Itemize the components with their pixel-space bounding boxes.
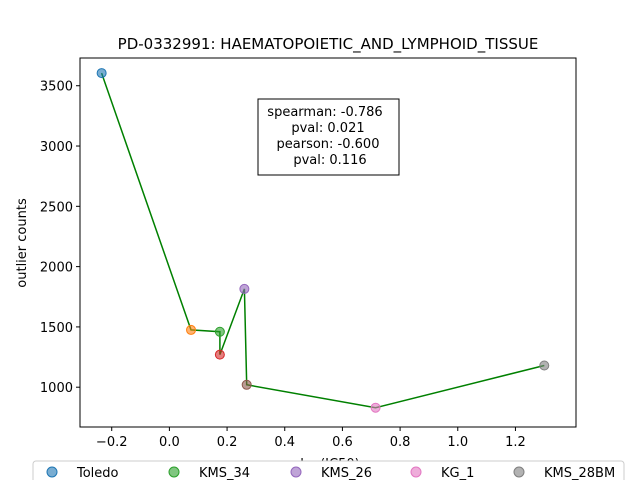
data-point bbox=[239, 283, 250, 294]
x-tick-label: −0.2 bbox=[96, 435, 128, 450]
y-tick-label: 1500 bbox=[40, 321, 73, 336]
y-tick-label: 2000 bbox=[40, 261, 73, 276]
spearman-text: spearman: -0.786 bbox=[267, 105, 382, 120]
chart-title: PD-0332991: HAEMATOPOIETIC_AND_LYMPHOID_… bbox=[118, 35, 539, 54]
axes-frame bbox=[79, 57, 577, 428]
y-tick-label: 1000 bbox=[40, 381, 73, 396]
stats-annotation: spearman: -0.786 pval: 0.021 pearson: -0… bbox=[257, 98, 400, 176]
legend-marker bbox=[410, 466, 422, 478]
data-point bbox=[539, 360, 550, 371]
data-point bbox=[214, 326, 225, 337]
pearson-pval-text: pval: 0.116 bbox=[293, 153, 366, 168]
pearson-text: pearson: -0.600 bbox=[277, 137, 380, 152]
legend-marker bbox=[46, 466, 58, 478]
annotation-frame bbox=[257, 98, 400, 176]
data-point bbox=[96, 68, 107, 79]
legend-label: KMS_28BM bbox=[544, 466, 615, 480]
x-tick-label: 0.8 bbox=[390, 435, 411, 450]
legend-label: KG_1 bbox=[441, 466, 474, 480]
y-axis-label: outlier counts bbox=[15, 198, 30, 288]
y-tick-label: 2500 bbox=[40, 200, 73, 215]
x-tick-label: 1.2 bbox=[505, 435, 526, 450]
x-tick-label: 0.2 bbox=[217, 435, 238, 450]
legend-frame bbox=[32, 460, 625, 480]
plot-area: −0.2 0.0 0.2 0.4 0.6 0.8 1.0 1.2 1000 1500 2000 250… bbox=[40, 57, 577, 450]
x-tick-label: 1.0 bbox=[447, 435, 468, 450]
legend-label: Toledo bbox=[76, 466, 119, 480]
data-point bbox=[186, 324, 197, 335]
x-tick-label: 0.6 bbox=[332, 435, 353, 450]
legend-label: KMS_26 bbox=[321, 466, 372, 480]
data-point bbox=[214, 349, 225, 360]
data-point bbox=[370, 402, 381, 413]
legend-marker bbox=[168, 466, 180, 478]
y-tick-label: 3500 bbox=[40, 80, 73, 95]
legend-marker bbox=[513, 466, 525, 478]
legend-marker bbox=[290, 466, 302, 478]
y-tick-label: 3000 bbox=[40, 140, 73, 155]
legend-label: KMS_34 bbox=[199, 466, 250, 480]
x-tick-label: 0.4 bbox=[274, 435, 295, 450]
x-tick-label: 0.0 bbox=[159, 435, 180, 450]
spearman-pval-text: pval: 0.021 bbox=[291, 121, 364, 136]
data-point bbox=[241, 379, 252, 390]
legend: Toledo KMS_34 KMS_26 KG_1 KMS_28BM bbox=[32, 460, 625, 480]
